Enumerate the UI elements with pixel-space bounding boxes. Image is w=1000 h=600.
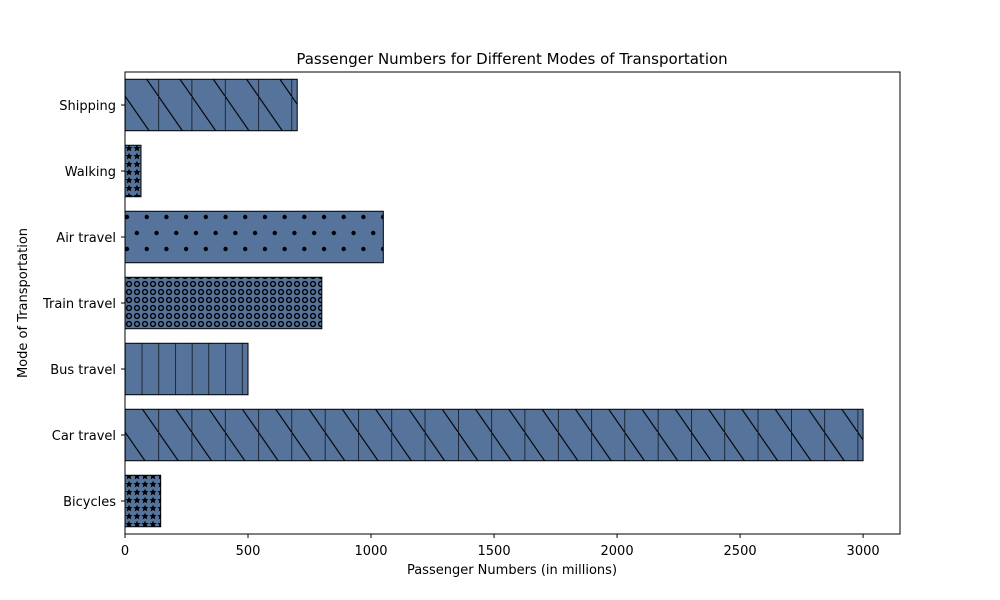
bar-hatch-shipping [124,78,298,132]
x-tick-label: 2500 [724,544,757,559]
y-tick-label: Bus travel [50,363,116,378]
x-axis-ticks: 0 500 1000 1500 2000 2500 3000 [121,534,880,559]
y-tick-label: Car travel [52,429,116,444]
x-tick-label: 3000 [847,544,880,559]
bar-hatch-bus-travel [124,342,249,396]
y-axis-ticks: Bicycles Car travel Bus travel Train travel… [42,99,125,510]
bar-hatch-bicycles [124,474,162,528]
y-tick-label: Train travel [42,297,116,312]
x-tick-label: 1500 [478,544,511,559]
x-tick-label: 0 [121,544,129,559]
chart-title: Passenger Numbers for Different Modes of… [296,50,727,68]
x-tick-label: 500 [236,544,261,559]
y-tick-label: Shipping [59,99,116,114]
x-tick-label: 2000 [601,544,634,559]
bar-hatch-walking [124,144,142,198]
x-tick-label: 1000 [354,544,387,559]
y-tick-label: Walking [65,165,116,180]
bar-hatch-air-travel [124,210,384,264]
bars-group [124,78,864,528]
bar-hatch-car-travel [124,408,864,462]
y-axis-label: Mode of Transportation [16,228,31,378]
x-axis-label: Passenger Numbers (in millions) [407,563,617,578]
y-tick-label: Bicycles [63,495,116,510]
bar-hatch-train-travel [124,276,323,330]
y-tick-label: Air travel [56,231,116,246]
